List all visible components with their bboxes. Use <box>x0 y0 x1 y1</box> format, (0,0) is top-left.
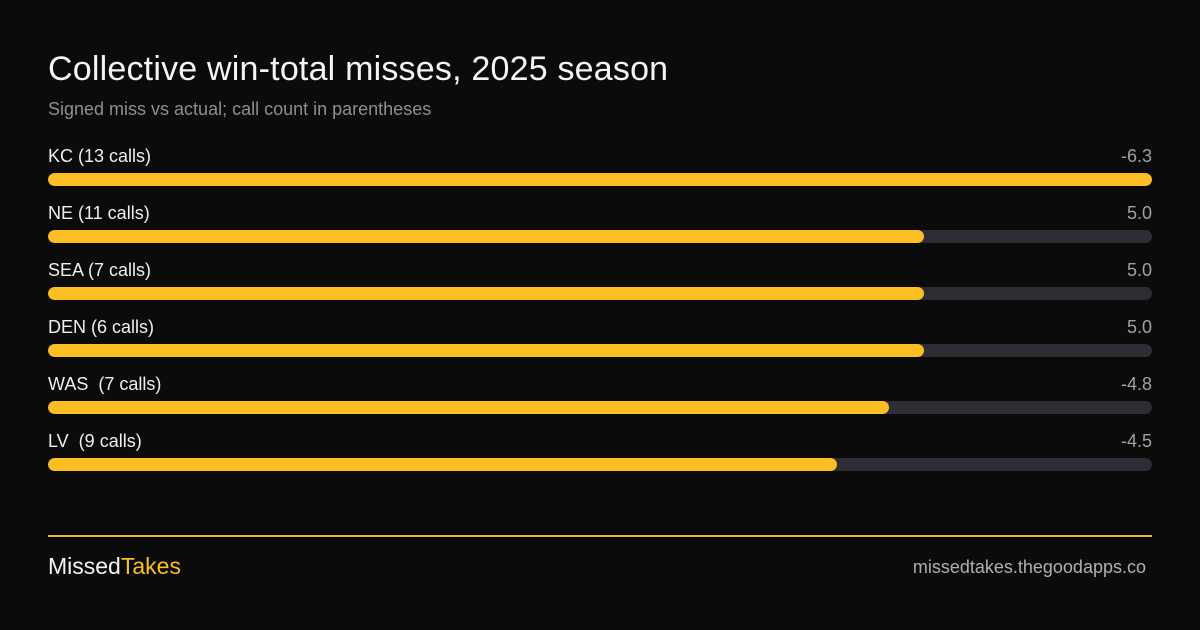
site-url[interactable]: missedtakes.thegoodapps.co <box>912 557 1146 577</box>
bar-value-label: -4.8 <box>1120 374 1152 394</box>
bar-row: LV (9 calls) -4.5 <box>48 428 1152 485</box>
bar-track <box>48 287 1152 300</box>
bar-row: WAS (7 calls) -4.8 <box>48 371 1152 428</box>
bar-fill <box>48 344 925 357</box>
bar-value-label: 5.0 <box>1126 203 1152 223</box>
bar-track <box>48 401 1152 414</box>
bar-row: SEA (7 calls) 5.0 <box>48 257 1152 314</box>
bar-track <box>48 458 1152 471</box>
bar-track <box>48 230 1152 243</box>
brand-name-part2: Takes <box>120 553 181 579</box>
bar-fill <box>48 458 837 471</box>
bar-fill <box>48 287 925 300</box>
bar-value-label: 5.0 <box>1126 317 1152 337</box>
bar-label: LV (9 calls) <box>48 431 142 451</box>
bar-value-label: -4.5 <box>1120 431 1152 451</box>
bar-fill <box>48 230 925 243</box>
bar-fill <box>48 401 890 414</box>
bar-label: KC (13 calls) <box>48 146 152 166</box>
brand-name-part1: Missed <box>48 553 121 579</box>
footer-divider <box>48 535 1152 537</box>
bar-row: KC (13 calls) -6.3 <box>48 143 1152 200</box>
bar-row: NE (11 calls) 5.0 <box>48 200 1152 257</box>
bar-label: WAS (7 calls) <box>48 374 162 394</box>
chart-title: Collective win-total misses, 2025 season <box>48 50 669 88</box>
chart-subtitle: Signed miss vs actual; call count in par… <box>48 99 432 119</box>
bar-track <box>48 173 1152 186</box>
bar-row: DEN (6 calls) 5.0 <box>48 314 1152 371</box>
bar-track <box>48 344 1152 357</box>
bar-label: SEA (7 calls) <box>48 260 152 280</box>
bar-rows: KC (13 calls) -6.3 NE (11 calls) 5.0 SEA (7 … <box>48 143 1152 485</box>
bar-fill <box>48 173 1152 186</box>
bar-value-label: -6.3 <box>1120 146 1152 166</box>
bar-label: NE (11 calls) <box>48 203 150 223</box>
brand-logo[interactable]: MissedTakes <box>48 553 181 580</box>
bar-value-label: 5.0 <box>1126 260 1152 280</box>
bar-label: DEN (6 calls) <box>48 317 155 337</box>
